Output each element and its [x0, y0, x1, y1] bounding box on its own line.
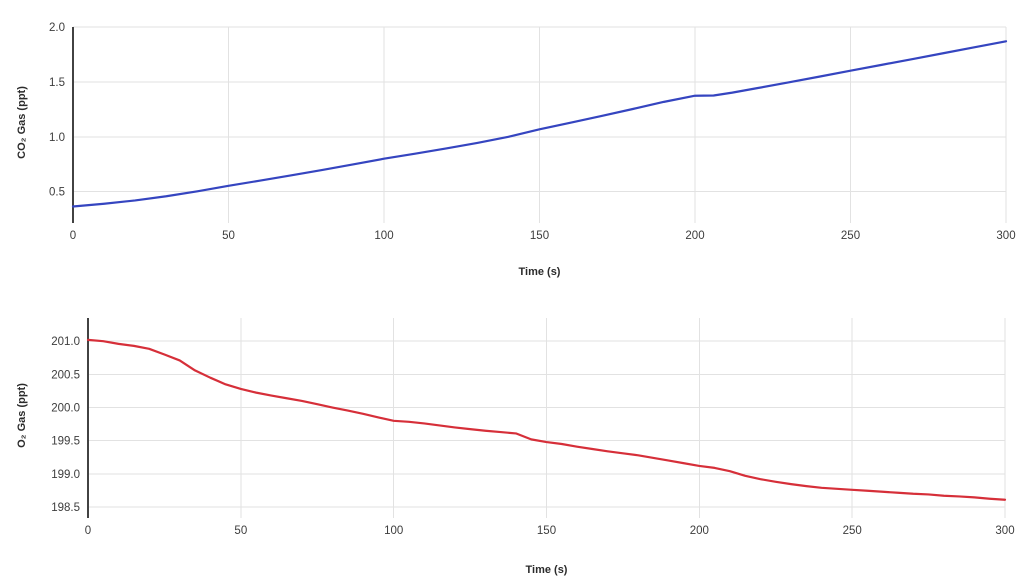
co2-y-axis-title: CO₂ Gas (ppt): [16, 86, 28, 159]
o2-gridlines: [88, 318, 1006, 518]
o2-x-axis-title: Time (s): [526, 564, 568, 576]
y-tick-label: 1.5: [49, 77, 65, 89]
x-tick-label: 300: [996, 230, 1015, 242]
co2-x-axis-title: Time (s): [519, 266, 561, 278]
x-tick-label: 50: [234, 525, 247, 537]
x-tick-label: 200: [685, 230, 704, 242]
x-tick-label: 100: [374, 230, 393, 242]
x-tick-label: 250: [841, 230, 860, 242]
o2-series: [86, 338, 1007, 501]
x-tick-label: 150: [537, 525, 556, 537]
o2-y-axis-title: O₂ Gas (ppt): [16, 383, 28, 448]
x-tick-label: 100: [384, 525, 403, 537]
y-tick-label: 2.0: [49, 22, 65, 34]
y-tick-label: 198.5: [51, 502, 80, 514]
x-tick-label: 300: [995, 525, 1014, 537]
x-tick-label: 0: [85, 525, 91, 537]
o2-chart: 0 50 100 150 200 250 300 198.5 199.0 199.5 200.0 20…: [16, 318, 1015, 576]
x-tick-label: 0: [70, 230, 76, 242]
o2-tick-labels: 0 50 100 150 200 250 300 198.5 199.0 199.5 200.0 20…: [51, 336, 1014, 537]
y-tick-label: 1.0: [49, 132, 65, 144]
y-tick-label: 200.0: [51, 403, 80, 415]
x-tick-label: 250: [843, 525, 862, 537]
y-tick-label: 200.5: [51, 369, 80, 381]
x-tick-label: 150: [530, 230, 549, 242]
y-tick-label: 199.5: [51, 436, 80, 448]
x-tick-label: 50: [222, 230, 235, 242]
o2-series-line: [86, 338, 1007, 501]
co2-series-line: [71, 40, 1008, 208]
y-tick-label: 199.0: [51, 469, 80, 481]
y-tick-label: 0.5: [49, 187, 65, 199]
co2-series: [71, 40, 1008, 208]
y-tick-label: 201.0: [51, 336, 80, 348]
co2-tick-labels: 0 50 100 150 200 250 300 0.5 1.0 1.5 2.0: [49, 22, 1016, 242]
x-tick-label: 200: [690, 525, 709, 537]
co2-gridlines: [73, 26, 1007, 223]
